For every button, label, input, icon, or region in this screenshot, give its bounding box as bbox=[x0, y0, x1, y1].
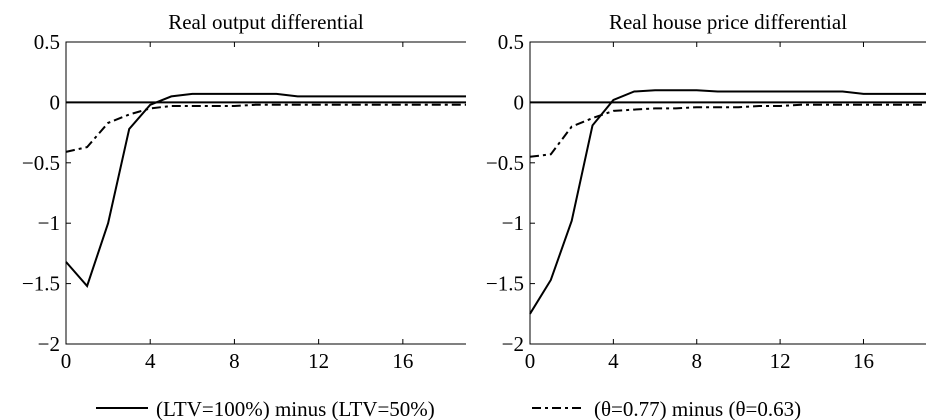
series-line-ltv bbox=[65, 92, 466, 288]
panel-real-output: Real output differential 0 4 8 12 16 0.5 0 −0.5 −… bbox=[22, 10, 466, 373]
y-tick-label: 0 bbox=[514, 90, 525, 114]
chart-title: Real output differential bbox=[168, 10, 364, 34]
y-tick-label: −1.5 bbox=[22, 272, 60, 296]
x-tick-label: 0 bbox=[525, 349, 536, 373]
legend-label-theta: (θ=0.77) minus (θ=0.63) bbox=[594, 397, 801, 420]
x-tick-label: 16 bbox=[853, 349, 874, 373]
series-line-ltv bbox=[529, 89, 926, 315]
y-tick-label: −1 bbox=[502, 211, 524, 235]
y-tick-label: −0.5 bbox=[22, 151, 60, 175]
y-tick-label: 0.5 bbox=[34, 30, 60, 54]
series-line-theta bbox=[65, 103, 466, 153]
x-tick-label: 4 bbox=[145, 349, 156, 373]
y-tick-label: −0.5 bbox=[486, 151, 524, 175]
x-tick-label: 12 bbox=[308, 349, 329, 373]
y-tick-label: −1.5 bbox=[486, 272, 524, 296]
x-tick-label: 8 bbox=[691, 349, 702, 373]
x-tick-label: 0 bbox=[61, 349, 72, 373]
legend-label-ltv: (LTV=100%) minus (LTV=50%) bbox=[156, 397, 435, 420]
x-tick-label: 8 bbox=[229, 349, 240, 373]
x-tick-label: 16 bbox=[392, 349, 413, 373]
axes-frame bbox=[65, 41, 466, 345]
legend: (LTV=100%) minus (LTV=50%) (θ=0.77) minu… bbox=[96, 397, 801, 420]
chart-title: Real house price differential bbox=[609, 10, 847, 34]
x-tick-label: 4 bbox=[608, 349, 619, 373]
series-line-theta bbox=[529, 103, 926, 158]
x-tick-label: 12 bbox=[770, 349, 791, 373]
y-tick-label: −2 bbox=[38, 332, 60, 356]
y-tick-label: 0.5 bbox=[498, 30, 524, 54]
y-tick-label: 0 bbox=[50, 90, 61, 114]
axes-frame bbox=[529, 41, 926, 345]
panel-real-house-price: Real house price differential 0 4 8 12 16 0.5 0… bbox=[486, 10, 926, 373]
y-tick-label: −2 bbox=[502, 332, 524, 356]
y-tick-label: −1 bbox=[38, 211, 60, 235]
